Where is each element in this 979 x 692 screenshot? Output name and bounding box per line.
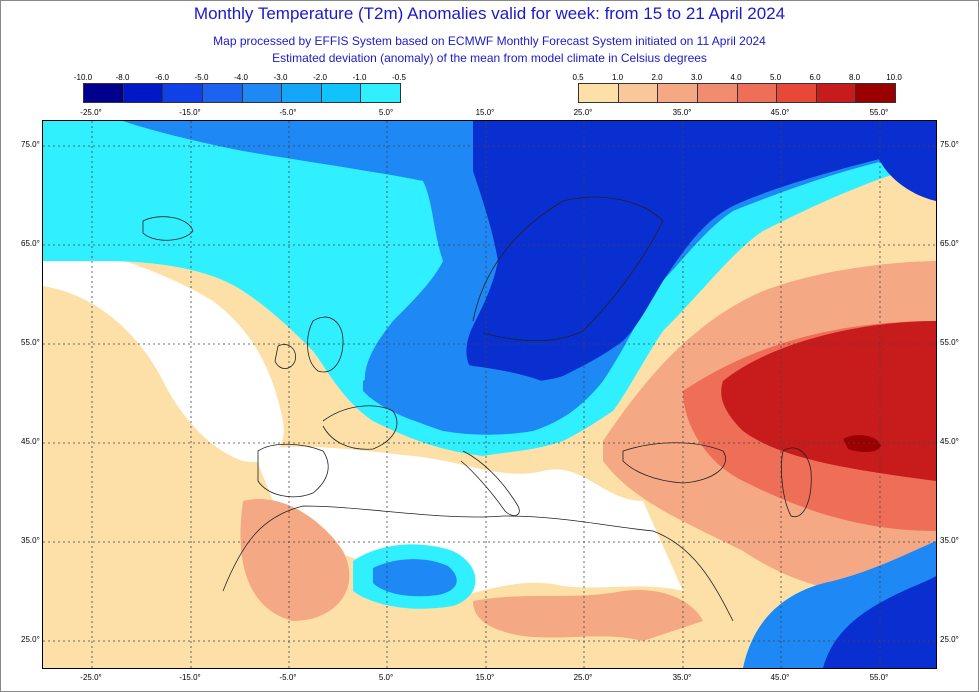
colorbar-warm xyxy=(578,83,896,103)
axis-tick-label: 35.0° xyxy=(672,108,692,117)
colorbar-swatch xyxy=(618,84,659,102)
axis-tick-label: 65.0° xyxy=(21,239,40,248)
russia-deep-warm-region xyxy=(721,321,936,481)
axis-tick-label: -5.0° xyxy=(279,673,297,682)
colorbar-tick-label: 6.0 xyxy=(809,73,821,82)
atlantic-warm-region xyxy=(43,281,243,668)
colorbar-tick-label: -2.0 xyxy=(313,73,327,82)
colorbar-tick-label: 5.0 xyxy=(769,73,782,82)
axis-tick-label: 45.0° xyxy=(940,437,959,446)
axis-tick-label: 45.0° xyxy=(21,437,40,446)
colorbar-swatch xyxy=(123,84,164,102)
colorbar-tick-label: 10.0 xyxy=(886,73,902,82)
axis-tick-label: 45.0° xyxy=(770,108,790,117)
colorbar-tick-label: -6.0 xyxy=(155,73,169,82)
uk-coast xyxy=(307,316,344,373)
arctic-deep-cold-region xyxy=(523,121,936,216)
map-title: Monthly Temperature (T2m) Anomalies vali… xyxy=(193,4,786,23)
axis-tick-label: 35.0° xyxy=(672,673,692,682)
colorbar-swatch xyxy=(658,84,698,102)
axis-tick-label: -15.0° xyxy=(179,673,201,682)
colorbar-swatch xyxy=(361,84,400,102)
colorbar-tick-label: 4.0 xyxy=(730,73,742,82)
colorbar-swatch xyxy=(856,84,895,102)
axis-tick-label: 25.0° xyxy=(21,635,40,644)
axis-tick-label: 15.0° xyxy=(475,673,495,682)
lat-lon-grid xyxy=(43,121,936,668)
colorbar-tick-label: 0.5 xyxy=(572,73,584,82)
axis-tick-label: -25.0° xyxy=(80,673,102,682)
colorbar-swatch xyxy=(84,84,124,102)
africa-coast xyxy=(222,505,734,622)
france-coast xyxy=(322,405,398,450)
atlantic-neutral-region xyxy=(43,241,284,462)
colorbar-tick-label: 1.0 xyxy=(611,73,624,82)
colorbar-swatch xyxy=(242,84,283,102)
northeast-deep-cold-region xyxy=(872,121,936,201)
middle-east-deep-cold-region xyxy=(823,576,936,668)
colorbar-swatch xyxy=(202,84,243,102)
ireland-coast xyxy=(274,344,296,369)
axis-tick-label: -15.0° xyxy=(179,108,201,117)
black-sea-coast xyxy=(622,442,726,484)
colorbar-swatch xyxy=(282,84,322,102)
colorbar-swatch xyxy=(737,84,778,102)
axis-tick-label: 25.0° xyxy=(573,673,593,682)
axis-tick-label: 55.0° xyxy=(940,338,959,347)
colorbar-swatch xyxy=(163,84,203,102)
map-subtitle-source: Map processed by EFFIS System based on E… xyxy=(213,34,766,48)
axis-tick-label: 75.0° xyxy=(940,140,959,149)
axis-tick-label: 5.0° xyxy=(378,108,394,117)
axis-tick-label: 25.0° xyxy=(940,635,959,644)
axis-tick-label: 65.0° xyxy=(940,239,959,248)
north-africa-warm-region-2 xyxy=(473,590,703,641)
italy-coast xyxy=(460,450,520,516)
axis-tick-label: 45.0° xyxy=(770,673,790,682)
axis-tick-label: -5.0° xyxy=(279,108,297,117)
iceland-coast xyxy=(142,216,194,241)
colorbar-swatch xyxy=(579,84,619,102)
axis-tick-label: 15.0° xyxy=(475,108,495,117)
colorbar-swatch xyxy=(816,84,857,102)
axis-tick-label: 75.0° xyxy=(21,140,40,149)
colorbar-tick-label: -4.0 xyxy=(234,73,248,82)
sahara-cold-anomaly-core xyxy=(373,559,457,597)
colorbar-cold xyxy=(83,83,401,103)
coastlines xyxy=(142,196,812,622)
axis-tick-label: 55.0° xyxy=(869,108,889,117)
colorbar-tick-label: 8.0 xyxy=(848,73,861,82)
axis-tick-label: 55.0° xyxy=(869,673,889,682)
colorbar-tick-label: 3.0 xyxy=(690,73,703,82)
map-subtitle-units: Estimated deviation (anomaly) of the mea… xyxy=(272,51,707,65)
axis-tick-label: 5.0° xyxy=(378,673,394,682)
anomaly-map xyxy=(42,120,937,669)
colorbar-tick-label: -8.0 xyxy=(115,73,130,82)
mediterranean-neutral-region xyxy=(253,446,683,601)
colorbar-tick-label: -3.0 xyxy=(273,73,288,82)
colorbar-tick-label: -5.0 xyxy=(194,73,209,82)
north-africa-warm-region xyxy=(240,499,350,621)
colorbar-swatch xyxy=(777,84,817,102)
axis-tick-label: 55.0° xyxy=(21,338,40,347)
axis-tick-label: 35.0° xyxy=(940,536,959,545)
caspian-coast xyxy=(781,447,812,518)
central-europe-cold-region xyxy=(363,361,567,430)
axis-tick-label: 25.0° xyxy=(573,108,593,117)
colorbar-tick-label: -10.0 xyxy=(73,73,93,82)
colorbar-tick-label: -0.5 xyxy=(392,73,406,82)
colorbar-swatch xyxy=(321,84,362,102)
axis-tick-label: 35.0° xyxy=(21,536,40,545)
colorbar-tick-label: 2.0 xyxy=(651,73,663,82)
colorbar-swatch xyxy=(697,84,738,102)
axis-tick-label: -25.0° xyxy=(80,108,102,117)
colorbar-tick-label: -1.0 xyxy=(352,73,367,82)
scandinavia-coast xyxy=(472,196,664,342)
iberia-coast xyxy=(257,443,329,498)
caspian-max-warm-spot xyxy=(843,435,881,453)
